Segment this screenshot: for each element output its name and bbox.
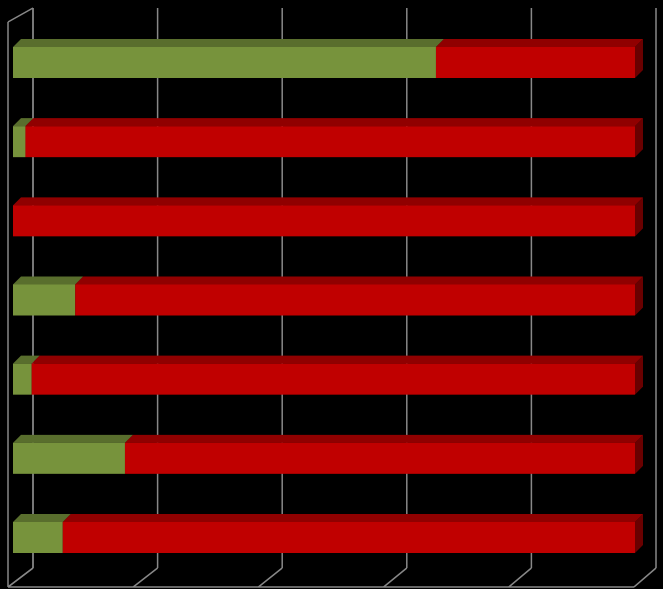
bar-segment <box>75 276 643 316</box>
bar <box>13 284 76 316</box>
bar-segment <box>13 197 643 237</box>
bar-top <box>435 39 643 47</box>
bar-top <box>13 355 40 364</box>
bar <box>124 442 636 474</box>
bar-segment <box>13 514 71 553</box>
grid-line-floor <box>132 567 159 588</box>
bar-side <box>635 355 643 395</box>
bar-top <box>13 434 133 443</box>
bar-top <box>13 276 84 285</box>
bar-side <box>635 276 643 316</box>
grid-line <box>633 8 657 588</box>
bar-top <box>13 39 444 47</box>
bar-segment <box>13 355 40 395</box>
bar-segment <box>25 118 643 158</box>
bar <box>435 47 635 78</box>
bar <box>13 442 125 474</box>
bar-top <box>75 276 643 285</box>
bar-segment <box>124 434 643 474</box>
bar-segment <box>13 434 133 474</box>
bar-top <box>13 197 643 206</box>
bar-top <box>62 514 643 522</box>
bar-segment <box>13 39 444 78</box>
bar-side <box>635 514 643 553</box>
grid-line-floor <box>7 567 34 588</box>
bar <box>13 126 26 158</box>
bar-segment <box>13 276 84 316</box>
bar-segment <box>435 39 643 78</box>
bar-side <box>635 197 643 237</box>
bar <box>13 205 635 237</box>
grid-line-floor <box>633 567 657 588</box>
bar <box>13 363 32 395</box>
bar-segment <box>62 514 643 553</box>
grid-line-floor <box>257 567 283 588</box>
bar-top <box>31 355 644 364</box>
bar-top <box>25 118 643 127</box>
left-wall-top <box>7 7 34 23</box>
grid-line-floor <box>508 567 532 588</box>
bar <box>13 47 436 78</box>
bar-side <box>635 434 643 474</box>
bar-side <box>635 39 643 78</box>
grid-line-floor <box>383 567 408 588</box>
bar-top <box>124 434 643 443</box>
bar <box>31 363 636 395</box>
bar <box>75 284 635 316</box>
bar-side <box>635 118 643 158</box>
bar-segment <box>13 118 34 158</box>
bar <box>13 522 63 553</box>
bar-top <box>13 514 71 522</box>
bar-segment <box>31 355 644 395</box>
bar-top <box>13 118 34 127</box>
bar <box>25 126 635 158</box>
bar <box>62 522 635 553</box>
